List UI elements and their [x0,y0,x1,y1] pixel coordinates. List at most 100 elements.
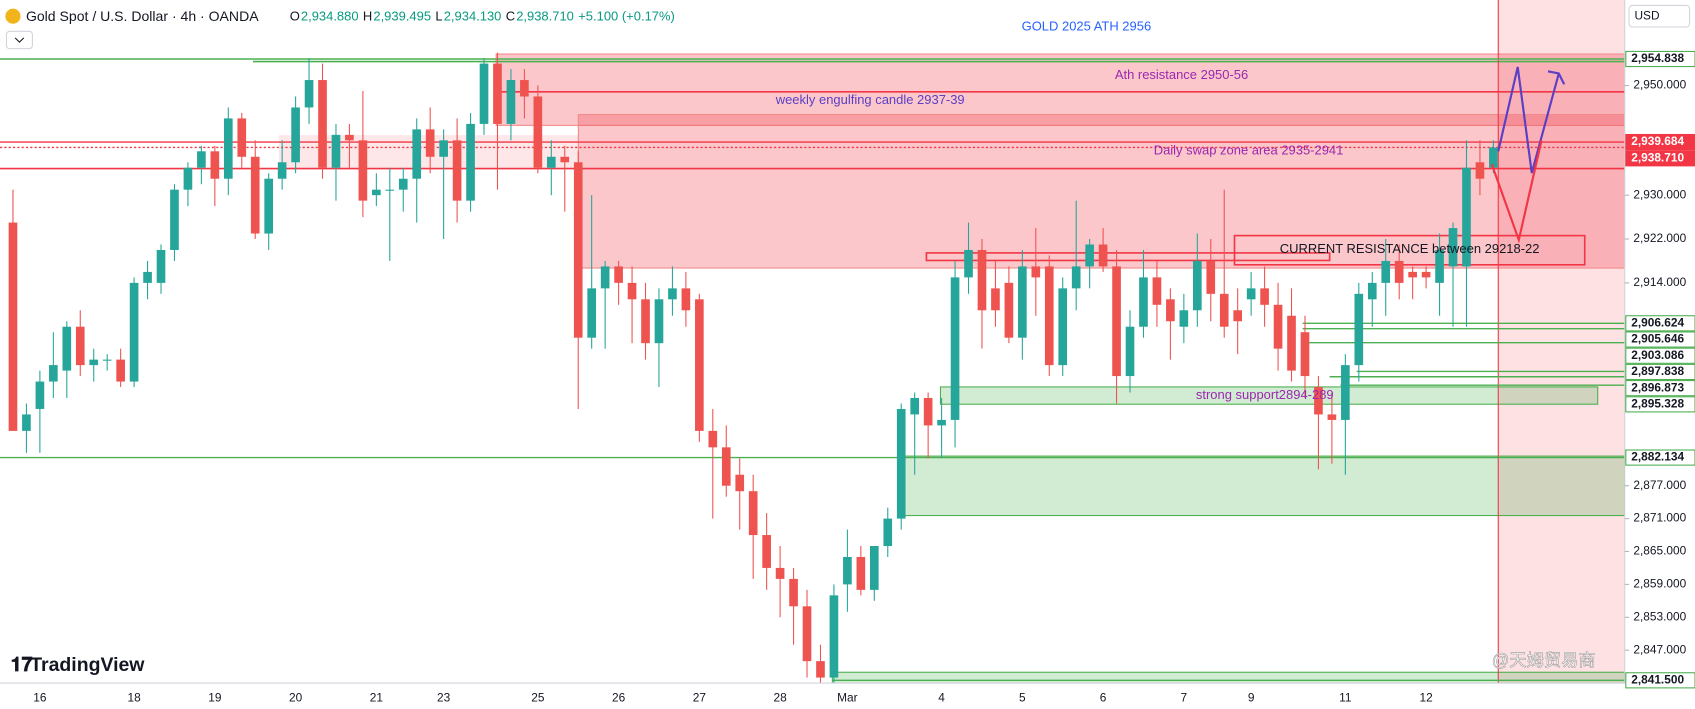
candle-body [425,129,435,157]
x-tick-label: 21 [370,690,384,704]
y-tick-label: 2,922.000 [1633,231,1686,245]
candle-body [1421,271,1431,278]
price-tag [1625,331,1695,348]
x-tick-label: Mar [837,690,857,704]
annotation: CURRENT RESISTANCE between 29218-22 [1280,241,1540,256]
price-tag [1625,315,1695,332]
logo [5,8,21,24]
candle-body [223,118,233,179]
candle-body [62,326,72,371]
future-zone [1498,0,1625,684]
price-tag-label: 2,895.328 [1631,397,1684,411]
ohlc-key: O [290,9,300,24]
candle-body [102,359,112,361]
candle-body [1381,260,1391,283]
candle-body [358,140,368,201]
candle-body [1018,266,1027,338]
candle-body [250,156,260,234]
candle-body [600,266,610,289]
candle-body [398,178,408,190]
price-tag-label: 2,897.838 [1631,364,1684,378]
y-tick-label: 2,877.000 [1633,478,1686,492]
candle-body [923,397,933,426]
price-tag-label: 2,896.873 [1631,380,1684,394]
price-tag [1625,396,1695,413]
candle-body [896,408,906,519]
price-tag [1625,672,1695,689]
x-tick-label: 7 [1181,690,1188,704]
candle-body [950,277,960,420]
y-tick-label: 2,871.000 [1633,511,1686,525]
currency-box[interactable] [1628,4,1691,28]
candle-body [1327,414,1337,420]
candle-body [1139,277,1148,327]
change: +5.100 (+0.17%) [578,9,675,24]
x-tick-label: 4 [938,690,945,704]
candle-body [641,299,650,344]
candle-body [156,249,166,283]
candle-body [695,299,704,431]
candle-body [883,518,893,547]
x-tick-label: 9 [1248,690,1255,704]
candle-body [520,80,529,97]
candle-body [816,661,825,678]
candle-body [1044,266,1054,366]
candle-body [1367,282,1377,300]
branding: TradingView [30,654,145,676]
candle-body [977,249,987,311]
price-tag [1625,347,1695,364]
price-tag-label: 2,841.500 [1631,672,1684,686]
candle-body [654,299,664,344]
candle-body [1166,299,1175,322]
price-tag-label: 2,938.710 [1631,150,1684,164]
candle-body [452,140,462,201]
candle-body [318,80,327,168]
projection [1490,66,1566,244]
chevron [14,37,25,43]
ohlc-value: 2,938.710 [516,9,574,24]
currency: USD [1634,8,1659,22]
candle-body [1233,310,1243,322]
candle-body [439,140,448,157]
candle-body [721,447,731,486]
candle-body [210,151,220,179]
candle-body [1408,271,1417,278]
annotations: GOLD 2025 ATH 2956 Ath resistance 2950-5… [775,18,1540,402]
x-tick-label: 18 [127,690,141,704]
candle-body [627,282,637,300]
candle-body [560,156,570,163]
candle-body [1273,304,1283,349]
candle-body [789,578,798,607]
watermark: @天姆贸易商 [1492,650,1596,670]
candle-body [1435,249,1444,283]
header: Gold Spot / U.S. Dollar · 4h · OANDA O 2,… [5,4,1691,676]
candle-body [1287,315,1296,371]
candle-body [802,606,812,662]
ath-zone [495,53,1625,126]
candle-body [869,546,879,590]
price-tag [1625,449,1695,466]
candle-body [668,288,677,300]
candle-body [762,535,771,568]
candle-body [1179,310,1189,327]
y-tick-label: 2,847.000 [1633,642,1686,656]
symbol: Gold Spot / U.S. Dollar · 4h · OANDA [26,8,259,24]
candle-body [1354,293,1364,366]
price-tag-label: 2,903.086 [1631,348,1684,362]
ohlc-value: 2,939.495 [373,9,431,24]
collapse-button[interactable] [5,30,33,50]
candle-body [1192,260,1202,311]
candle-body [1058,288,1068,366]
ohlc-value: 2,934.880 [301,9,359,24]
ohlc-key: L [435,9,442,24]
candle-body [964,249,973,278]
candle-body [614,266,623,283]
candle-body [856,556,866,590]
price-tag-label: 2,954.838 [1631,51,1684,65]
time-axis [0,683,1625,709]
candle-body [183,167,193,190]
candle-body [506,80,516,124]
annotation: GOLD 2025 ATH 2956 [1022,18,1152,33]
candle-body [1314,387,1323,415]
candle-body [1219,293,1229,327]
